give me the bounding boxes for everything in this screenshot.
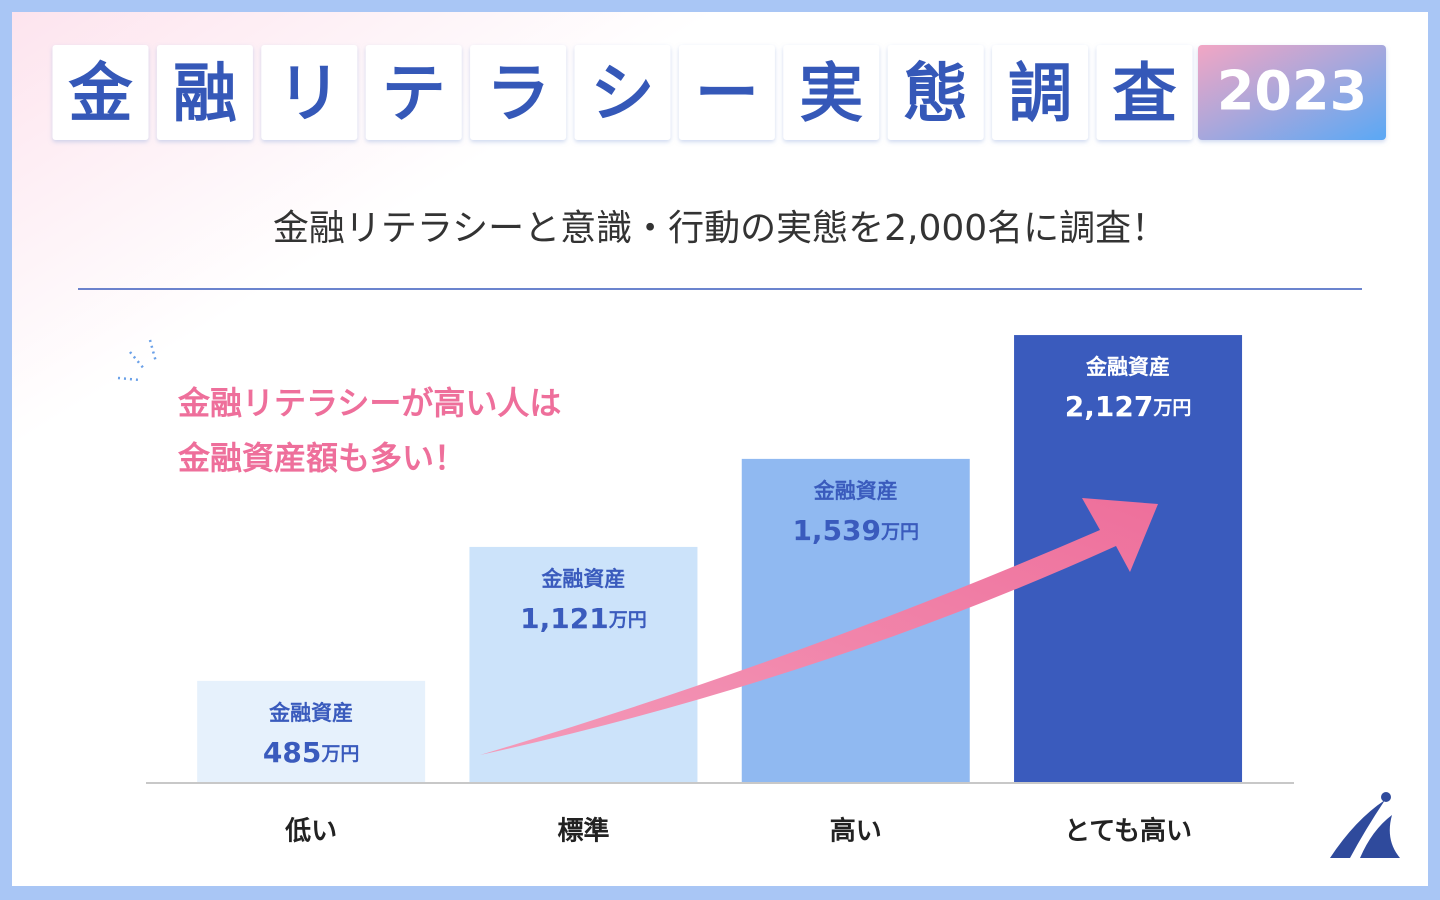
- subtitle: 金融リテラシーと意識・行動の実態を2,000名に調査！: [273, 208, 1167, 249]
- title-tile: [887, 45, 984, 140]
- title-tile: [365, 45, 462, 140]
- badge-bg: [1198, 45, 1386, 140]
- title-tile: [783, 45, 880, 140]
- annotation: 金融資産額も多い！: [177, 439, 466, 477]
- title-tiles: [52, 45, 1193, 140]
- x-tick-label: 低い: [284, 817, 337, 847]
- bar-label: 金融資産: [813, 479, 898, 503]
- chart-title: 金融リテラシー実態調査: [68, 58, 1177, 132]
- value-label: 1,539万円: [792, 514, 919, 547]
- title-tile: [470, 45, 567, 140]
- title-tile: [261, 45, 358, 140]
- bar-label: 金融資産: [1085, 355, 1170, 379]
- title-tile: [574, 45, 671, 140]
- title-tile: [992, 45, 1089, 140]
- logo: [1330, 792, 1400, 858]
- bar-label: 金融資産: [268, 701, 353, 725]
- sparkle: [117, 339, 158, 382]
- value-label: 485万円: [263, 736, 359, 769]
- bar: [197, 680, 426, 783]
- value-label: 2,127万円: [1065, 390, 1192, 423]
- bar: [741, 458, 970, 783]
- title-tile: [156, 45, 253, 140]
- value-label: 1,121万円: [520, 602, 647, 635]
- x-tick-label: とても高い: [1064, 816, 1192, 847]
- badge: 2023: [1217, 60, 1367, 123]
- title-tile: [678, 45, 775, 140]
- x-tick-label: 高い: [830, 816, 882, 847]
- bar: [469, 546, 698, 783]
- x-tick-label: 標準: [557, 816, 609, 847]
- annotation: 金融リテラシーが高い人は: [177, 384, 561, 422]
- title-tile: [1096, 45, 1193, 140]
- title-tile: [52, 45, 149, 140]
- bar-label: 金融資産: [540, 567, 625, 591]
